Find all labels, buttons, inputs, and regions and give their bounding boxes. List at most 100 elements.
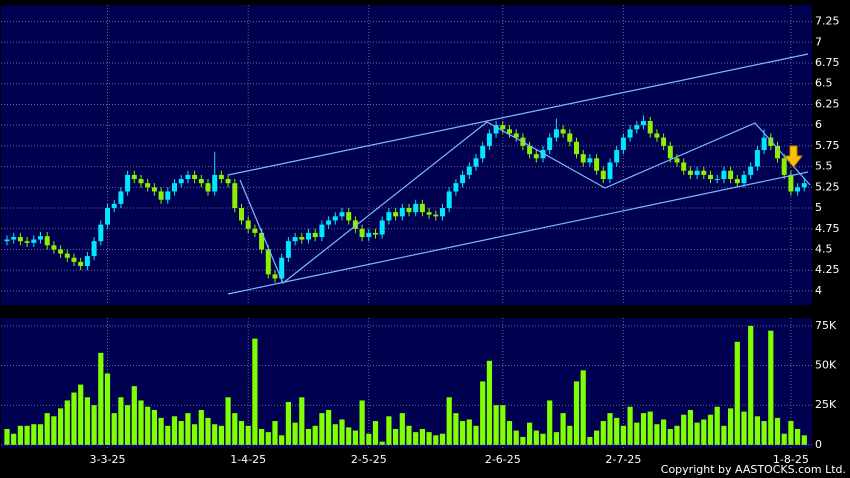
volume-bar: [741, 411, 747, 445]
candle-body: [4, 239, 10, 242]
candle-body: [125, 174, 131, 192]
candle-body: [292, 237, 298, 242]
candle-body: [352, 220, 358, 229]
upper-channel: [227, 53, 809, 176]
copyright: Copyright by AASTOCKS.com Ltd.: [661, 463, 846, 476]
volume-bar: [145, 406, 151, 445]
candle-body: [145, 183, 151, 188]
volume-bar: [171, 416, 178, 445]
candle-body: [533, 154, 539, 159]
lower-channel: [227, 171, 809, 295]
candle-body: [58, 249, 64, 254]
volume-bar: [312, 425, 318, 445]
volume-bar: [272, 421, 278, 445]
candle-body: [131, 174, 137, 180]
candle-body: [641, 121, 646, 126]
volume-bar: [352, 430, 358, 445]
candle-body: [741, 174, 747, 184]
volume-bar: [426, 432, 432, 445]
price-panel: [1, 5, 812, 305]
y-tick-label: 4.75: [815, 222, 840, 235]
candle-body: [105, 208, 110, 225]
volume-bar: [433, 435, 439, 445]
volume-bar: [111, 413, 117, 445]
candle-body: [386, 212, 392, 221]
volume-bar: [480, 381, 486, 445]
volume-bar: [192, 424, 198, 445]
volume-bar: [647, 411, 653, 445]
candle-body: [493, 125, 499, 134]
candle-body: [433, 214, 439, 217]
candle-body: [654, 133, 660, 138]
x-tick-label: 2-7-25: [605, 453, 641, 466]
y-tick-label: 5: [815, 201, 822, 214]
candle-body: [547, 137, 553, 151]
candle-body: [620, 137, 626, 151]
candle-body: [118, 191, 124, 204]
y-tick-label: 50K: [815, 359, 837, 372]
volume-bar: [567, 425, 573, 445]
volume-bar: [339, 419, 345, 445]
candle-body: [540, 150, 546, 159]
candle-body: [694, 170, 700, 175]
candle-body: [98, 224, 104, 242]
volume-bar: [527, 422, 533, 445]
y-tick-label: 4.5: [815, 242, 833, 255]
y-tick-label: 5.75: [815, 139, 840, 152]
y-tick-label: 7: [815, 35, 822, 48]
volume-bar: [393, 428, 399, 445]
y-tick-label: 6: [815, 118, 822, 131]
y-tick-label: 4: [815, 284, 822, 297]
candle-body: [151, 187, 157, 192]
candle-body: [480, 145, 486, 159]
candle-body: [634, 125, 640, 130]
volume-bar: [71, 392, 77, 445]
y-tick-label: 5.25: [815, 180, 840, 193]
volume-bar: [774, 417, 781, 445]
volume-bar: [326, 409, 332, 445]
volume-bar: [728, 408, 734, 445]
volume-bar: [11, 433, 17, 445]
volume-bar: [151, 409, 157, 445]
y-tick-label: 6.5: [815, 77, 833, 90]
volume-bar: [701, 419, 707, 445]
volume-bar: [372, 421, 379, 445]
candle-body: [560, 129, 566, 134]
candle-body: [245, 220, 251, 229]
candle-body: [239, 208, 244, 221]
volume-bar: [279, 435, 285, 445]
candle-body: [527, 145, 533, 155]
volume-bar: [319, 413, 325, 445]
candle-body: [198, 179, 204, 184]
volume-bar: [446, 397, 452, 445]
volume-bar: [721, 425, 727, 445]
volume-bar: [406, 425, 412, 445]
candle-body: [795, 187, 801, 192]
volume-bar: [285, 402, 291, 445]
volume-bar: [198, 409, 204, 445]
candle-body: [218, 174, 224, 180]
candle-body: [319, 224, 325, 238]
volume-bar: [795, 428, 801, 445]
volume-bar: [212, 424, 218, 445]
volume-bar: [768, 330, 774, 445]
volume-bar: [84, 397, 90, 445]
volume-bar: [667, 428, 673, 445]
candle-body: [721, 170, 727, 180]
candle-body: [553, 129, 559, 138]
volume-bar: [486, 360, 492, 445]
candle-body: [393, 212, 399, 217]
volume-bar: [453, 413, 459, 445]
volume-bar: [413, 432, 419, 445]
volume-bar: [165, 425, 171, 445]
volume-bar: [51, 416, 57, 445]
candle-body: [225, 179, 231, 184]
volume-bar: [573, 381, 580, 445]
volume-bar: [781, 433, 787, 445]
volume-bar: [460, 421, 466, 445]
candle-body: [748, 166, 754, 175]
volume-bar: [218, 425, 224, 445]
volume-bar: [58, 408, 64, 445]
volume-bar: [714, 406, 720, 445]
volume-bar: [748, 325, 754, 445]
